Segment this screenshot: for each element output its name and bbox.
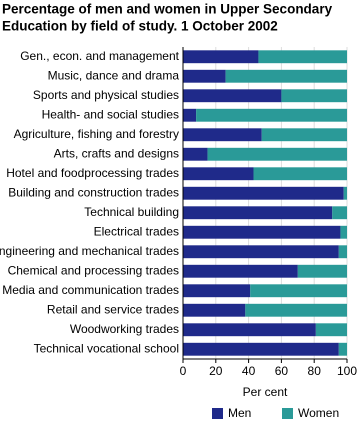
bar-segment xyxy=(183,245,339,259)
y-tick-label: Health- and social studies xyxy=(42,107,179,121)
bar-segment xyxy=(183,323,316,337)
bar-segment xyxy=(207,147,347,161)
bar-segment xyxy=(183,225,341,239)
bar-segment xyxy=(183,128,262,142)
x-tick-label: 40 xyxy=(242,364,256,378)
legend-swatch xyxy=(282,408,293,419)
bar-segment xyxy=(258,50,347,64)
chart-title: Education by field of study. 1 October 2… xyxy=(2,19,278,34)
y-tick-label: Retail and service trades xyxy=(47,302,179,316)
bar-segment xyxy=(183,284,251,298)
x-tick-label: 100 xyxy=(337,364,357,378)
bar-segment xyxy=(183,264,298,278)
bar-segment xyxy=(253,167,347,181)
y-tick-label: Gen., econ. and management xyxy=(20,49,179,63)
y-tick-label: Hotel and foodprocessing trades xyxy=(6,166,179,180)
bar-segment xyxy=(245,303,347,317)
bar-segment xyxy=(196,108,347,122)
legend-label: Men xyxy=(228,406,251,420)
bar-segment xyxy=(183,50,259,64)
bar-segment xyxy=(183,206,333,220)
bar-segment xyxy=(340,225,347,239)
bar-segment xyxy=(338,245,347,259)
bar-segment xyxy=(183,186,344,200)
bar-segment xyxy=(183,89,282,103)
y-tick-label: Electrical trades xyxy=(94,224,179,238)
y-tick-label: Technical building xyxy=(84,205,179,219)
bar-segment xyxy=(183,147,208,161)
bar-segment xyxy=(183,342,339,356)
chart-title: Percentage of men and women in Upper Sec… xyxy=(2,2,333,17)
bar-segment xyxy=(297,264,347,278)
bar-segment xyxy=(183,108,197,122)
bar-segment xyxy=(332,206,347,220)
legend-label: Women xyxy=(298,406,339,420)
y-tick-label: Engineering and mechanical trades xyxy=(0,244,179,258)
bar-segment xyxy=(183,167,254,181)
bar-segment xyxy=(183,303,246,317)
y-tick-label: Building and construction trades xyxy=(8,185,179,199)
bar-segment xyxy=(261,128,347,142)
bar-segment xyxy=(225,69,347,83)
x-tick-label: 20 xyxy=(209,364,223,378)
y-tick-label: Agriculture, fishing and forestry xyxy=(14,127,179,141)
bar-segment xyxy=(343,186,347,200)
y-tick-label: Media and communication trades xyxy=(2,283,179,297)
y-tick-label: Arts, crafts and designs xyxy=(54,146,179,160)
bar-segment xyxy=(281,89,347,103)
x-axis-label: Per cent xyxy=(243,385,288,399)
y-tick-label: Music, dance and drama xyxy=(48,68,180,82)
y-tick-label: Sports and physical studies xyxy=(33,88,179,102)
bar-segment xyxy=(183,69,226,83)
y-tick-label: Technical vocational school xyxy=(34,341,179,355)
x-tick-label: 80 xyxy=(308,364,322,378)
bar-segment xyxy=(250,284,347,298)
y-tick-label: Woodworking trades xyxy=(70,322,179,336)
x-tick-label: 0 xyxy=(180,364,187,378)
bar-segment xyxy=(315,323,347,337)
bar-segment xyxy=(338,342,347,356)
legend-swatch xyxy=(212,408,223,419)
y-tick-label: Chemical and processing trades xyxy=(8,263,179,277)
x-tick-label: 60 xyxy=(275,364,289,378)
